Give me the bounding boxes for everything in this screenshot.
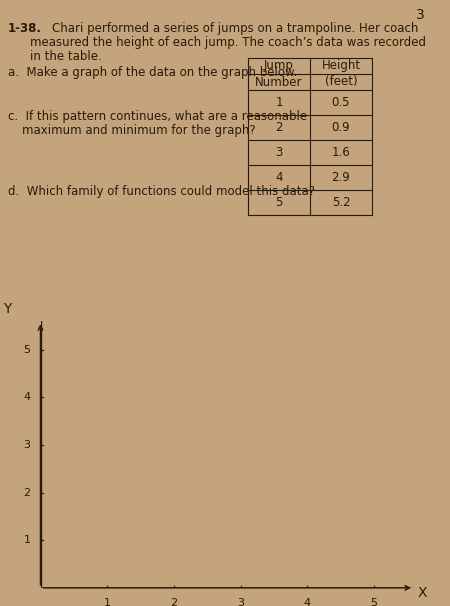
Text: 1: 1 [23, 535, 31, 545]
Text: 2: 2 [171, 598, 177, 606]
Text: a.  Make a graph of the data on the graph below.: a. Make a graph of the data on the graph… [8, 66, 297, 79]
Text: 2: 2 [23, 488, 31, 498]
Text: 1-38.: 1-38. [8, 22, 42, 35]
Text: (feet): (feet) [325, 76, 357, 88]
Text: 5: 5 [23, 345, 31, 355]
Text: X: X [417, 585, 427, 599]
Text: Y: Y [3, 302, 11, 316]
Text: 5.2: 5.2 [332, 196, 350, 209]
Text: 0.5: 0.5 [332, 96, 350, 109]
Text: 3: 3 [23, 440, 31, 450]
Text: Number: Number [255, 76, 303, 88]
Text: 5: 5 [275, 196, 283, 209]
Text: Chari performed a series of jumps on a trampoline. Her coach: Chari performed a series of jumps on a t… [52, 22, 418, 35]
Text: 3: 3 [416, 8, 425, 22]
Text: 3: 3 [275, 146, 283, 159]
Text: 1.6: 1.6 [332, 146, 351, 159]
Text: Height: Height [321, 59, 360, 73]
Text: 2: 2 [275, 121, 283, 134]
Text: 4: 4 [304, 598, 311, 606]
Text: 0.9: 0.9 [332, 121, 350, 134]
Text: 5: 5 [370, 598, 378, 606]
Text: d.  Which family of functions could model this data?: d. Which family of functions could model… [8, 185, 315, 198]
Text: 4: 4 [275, 171, 283, 184]
Text: 3: 3 [237, 598, 244, 606]
Text: 2.9: 2.9 [332, 171, 351, 184]
Text: 4: 4 [23, 392, 31, 402]
Text: 1: 1 [275, 96, 283, 109]
Text: maximum and minimum for the graph?: maximum and minimum for the graph? [22, 124, 256, 137]
Text: Jump: Jump [264, 59, 294, 73]
Text: measured the height of each jump. The coach’s data was recorded: measured the height of each jump. The co… [30, 36, 426, 49]
Text: c.  If this pattern continues, what are a reasonable: c. If this pattern continues, what are a… [8, 110, 307, 123]
Text: 1: 1 [104, 598, 111, 606]
Text: in the table.: in the table. [30, 50, 102, 63]
